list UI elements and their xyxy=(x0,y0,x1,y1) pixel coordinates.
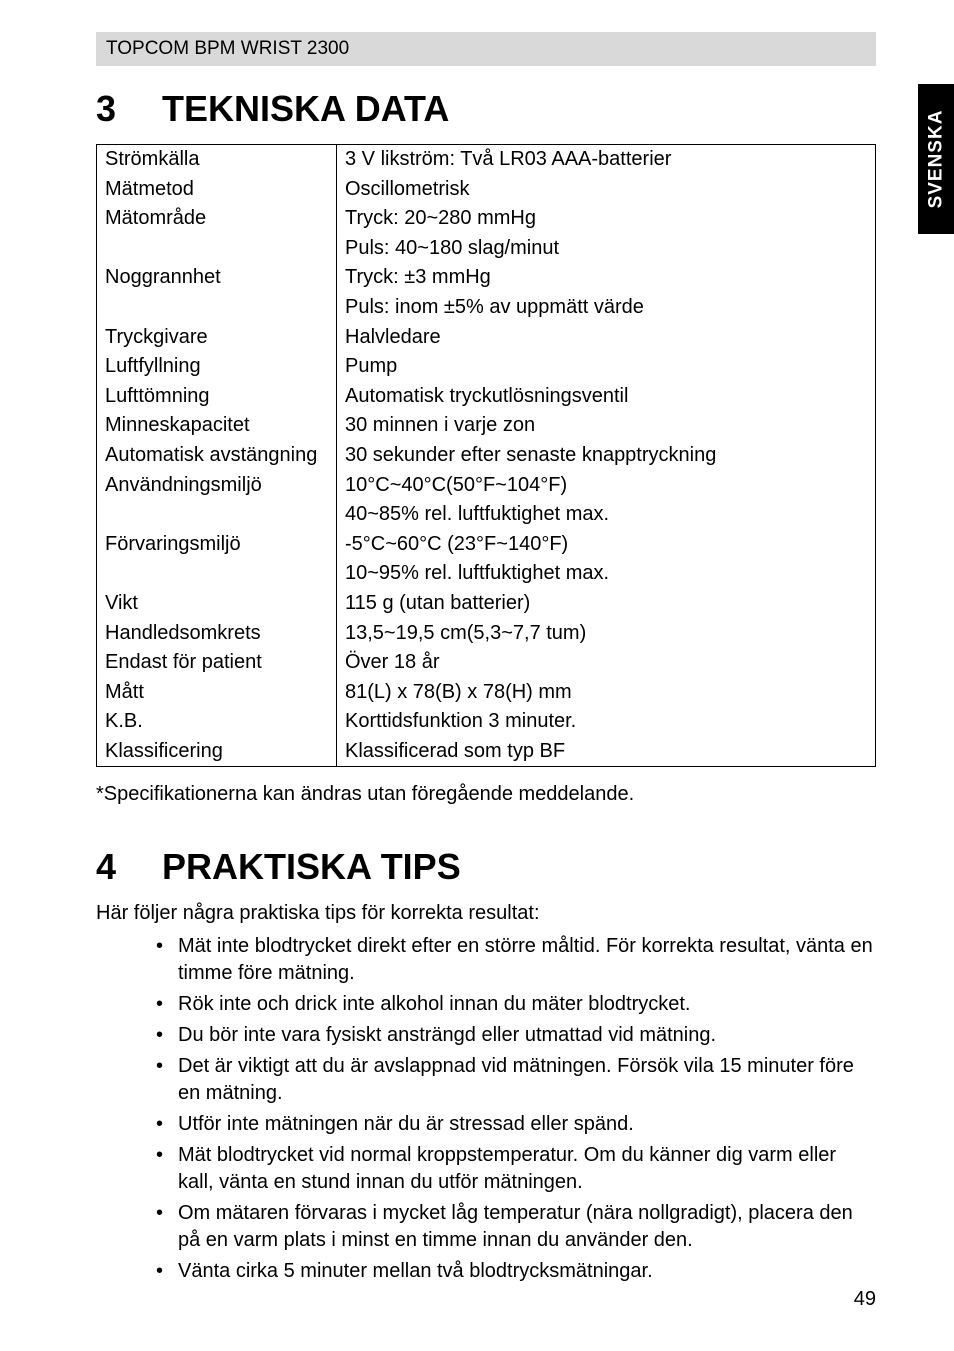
list-item: Om mätaren förvaras i mycket låg tempera… xyxy=(156,1200,876,1254)
section-3-number: 3 xyxy=(96,88,152,130)
section-3-heading: 3 TEKNISKA DATA xyxy=(96,88,876,130)
list-item: Mät inte blodtrycket direkt efter en stö… xyxy=(156,933,876,987)
spec-value: Automatisk tryckutlösningsventil xyxy=(337,382,876,412)
tips-list: Mät inte blodtrycket direkt efter en stö… xyxy=(96,933,876,1285)
table-row: NoggrannhetTryck: ±3 mmHg xyxy=(97,263,876,293)
spec-value: 3 V likström: Två LR03 AAA-batterier xyxy=(337,145,876,175)
table-row: Puls: inom ±5% av uppmätt värde xyxy=(97,293,876,323)
spec-value: 40~85% rel. luftfuktighet max. xyxy=(337,500,876,530)
page-number: 49 xyxy=(854,1288,876,1311)
specs-table: Strömkälla3 V likström: Två LR03 AAA-bat… xyxy=(96,144,876,767)
product-name: TOPCOM BPM WRIST 2300 xyxy=(106,38,349,59)
spec-label: Klassificering xyxy=(97,737,337,767)
spec-value: 30 sekunder efter senaste knapptryckning xyxy=(337,441,876,471)
spec-value: 81(L) x 78(B) x 78(H) mm xyxy=(337,678,876,708)
list-item: Vänta cirka 5 minuter mellan två blodtry… xyxy=(156,1258,876,1285)
section-3-title: TEKNISKA DATA xyxy=(162,88,449,129)
spec-label xyxy=(97,234,337,264)
page: TOPCOM BPM WRIST 2300 SVENSKA 3 TEKNISKA… xyxy=(0,0,954,1351)
table-row: KlassificeringKlassificerad som typ BF xyxy=(97,737,876,767)
spec-value: 30 minnen i varje zon xyxy=(337,411,876,441)
spec-value: 10~95% rel. luftfuktighet max. xyxy=(337,559,876,589)
spec-label: Mätmetod xyxy=(97,175,337,205)
list-item: Det är viktigt att du är avslappnad vid … xyxy=(156,1053,876,1107)
spec-label: Noggrannhet xyxy=(97,263,337,293)
table-row: Minneskapacitet30 minnen i varje zon xyxy=(97,411,876,441)
section-4-heading: 4 PRAKTISKA TIPS xyxy=(96,846,876,888)
table-row: Förvaringsmiljö-5°C~60°C (23°F~140°F) xyxy=(97,530,876,560)
table-row: Endast för patientÖver 18 år xyxy=(97,648,876,678)
spec-label xyxy=(97,500,337,530)
list-item: Rök inte och drick inte alkohol innan du… xyxy=(156,991,876,1018)
table-row: Handledsomkrets13,5~19,5 cm(5,3~7,7 tum) xyxy=(97,619,876,649)
spec-label xyxy=(97,293,337,323)
spec-value: 115 g (utan batterier) xyxy=(337,589,876,619)
spec-value: Oscillometrisk xyxy=(337,175,876,205)
spec-label: Endast för patient xyxy=(97,648,337,678)
spec-value: Puls: 40~180 slag/minut xyxy=(337,234,876,264)
language-label: SVENSKA xyxy=(925,110,947,209)
spec-label: Strömkälla xyxy=(97,145,337,175)
spec-label: Automatisk avstängning xyxy=(97,441,337,471)
table-row: Automatisk avstängning30 sekunder efter … xyxy=(97,441,876,471)
table-row: MätområdeTryck: 20~280 mmHg xyxy=(97,204,876,234)
spec-value: -5°C~60°C (23°F~140°F) xyxy=(337,530,876,560)
language-tab: SVENSKA xyxy=(918,84,954,234)
table-row: Vikt115 g (utan batterier) xyxy=(97,589,876,619)
spec-label: Förvaringsmiljö xyxy=(97,530,337,560)
spec-value: Puls: inom ±5% av uppmätt värde xyxy=(337,293,876,323)
table-row: Användningsmiljö10°C~40°C(50°F~104°F) xyxy=(97,471,876,501)
spec-label: Handledsomkrets xyxy=(97,619,337,649)
tips-intro: Här följer några praktiska tips för korr… xyxy=(96,902,876,925)
spec-label: Minneskapacitet xyxy=(97,411,337,441)
spec-label: Luftfyllning xyxy=(97,352,337,382)
table-row: LufttömningAutomatisk tryckutlösningsven… xyxy=(97,382,876,412)
spec-value: Över 18 år xyxy=(337,648,876,678)
spec-value: Pump xyxy=(337,352,876,382)
spec-value: Tryck: 20~280 mmHg xyxy=(337,204,876,234)
header-bar: TOPCOM BPM WRIST 2300 xyxy=(96,32,876,66)
table-row: K.B.Korttidsfunktion 3 minuter. xyxy=(97,707,876,737)
list-item: Du bör inte vara fysiskt ansträngd eller… xyxy=(156,1022,876,1049)
table-row: LuftfyllningPump xyxy=(97,352,876,382)
spec-label: Mått xyxy=(97,678,337,708)
spec-label: Lufttömning xyxy=(97,382,337,412)
spec-value: Halvledare xyxy=(337,323,876,353)
table-row: 10~95% rel. luftfuktighet max. xyxy=(97,559,876,589)
spec-label: K.B. xyxy=(97,707,337,737)
spec-value: Klassificerad som typ BF xyxy=(337,737,876,767)
table-row: Puls: 40~180 slag/minut xyxy=(97,234,876,264)
list-item: Utför inte mätningen när du är stressad … xyxy=(156,1111,876,1138)
spec-label: Mätområde xyxy=(97,204,337,234)
table-row: MätmetodOscillometrisk xyxy=(97,175,876,205)
spec-value: Tryck: ±3 mmHg xyxy=(337,263,876,293)
specs-footnote: *Specifikationerna kan ändras utan föreg… xyxy=(96,783,876,806)
table-row: Mått81(L) x 78(B) x 78(H) mm xyxy=(97,678,876,708)
spec-value: 13,5~19,5 cm(5,3~7,7 tum) xyxy=(337,619,876,649)
spec-label: Användningsmiljö xyxy=(97,471,337,501)
spec-label: Vikt xyxy=(97,589,337,619)
table-row: 40~85% rel. luftfuktighet max. xyxy=(97,500,876,530)
spec-label xyxy=(97,559,337,589)
list-item: Mät blodtrycket vid normal kroppstempera… xyxy=(156,1142,876,1196)
table-row: TryckgivareHalvledare xyxy=(97,323,876,353)
spec-value: Korttidsfunktion 3 minuter. xyxy=(337,707,876,737)
spec-value: 10°C~40°C(50°F~104°F) xyxy=(337,471,876,501)
section-4-title: PRAKTISKA TIPS xyxy=(162,846,461,887)
section-4-number: 4 xyxy=(96,846,152,888)
table-row: Strömkälla3 V likström: Två LR03 AAA-bat… xyxy=(97,145,876,175)
spec-label: Tryckgivare xyxy=(97,323,337,353)
